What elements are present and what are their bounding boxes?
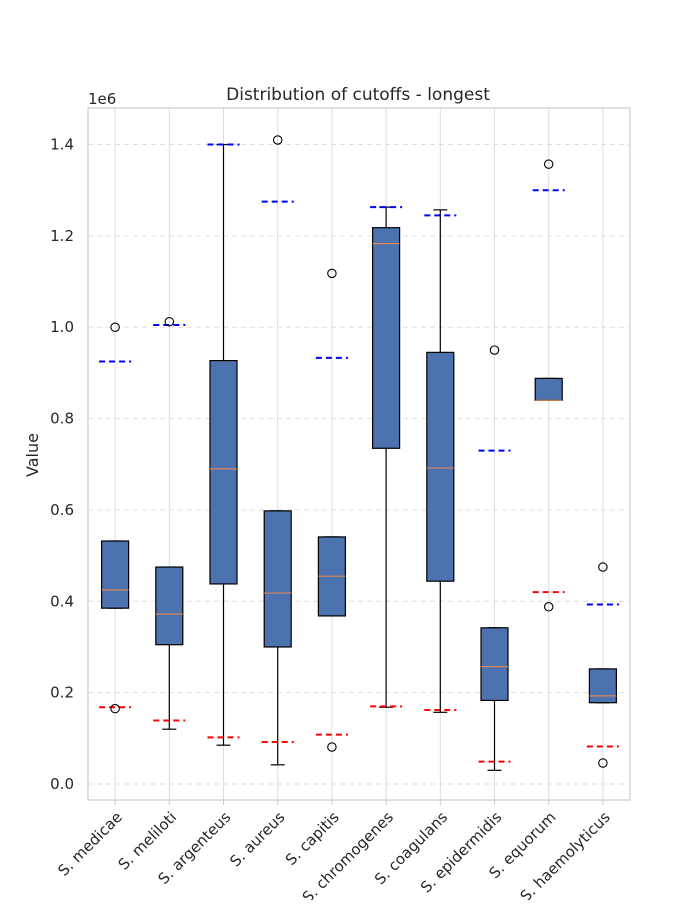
x-tick-label: S. aureus [226,808,288,870]
box-group [424,209,457,713]
outlier-point [110,703,120,714]
x-tick-label: S. medicae [54,808,126,880]
box-iqr [209,359,238,585]
y-tick-label: 0.2 [50,684,74,702]
box-iqr [426,351,455,582]
y-tick-label: 1.4 [50,136,74,154]
box-group [99,322,132,714]
box-group [207,143,240,746]
chart-title: Distribution of cutoffs - longest [226,85,490,105]
outlier-point [327,268,337,279]
box-iqr [588,668,618,704]
outlier-point [543,602,554,612]
y-tick-label: 0.0 [50,775,74,793]
outlier-point [598,758,608,768]
y-tick-label: 0.6 [50,501,74,519]
box-group [315,268,348,752]
outlier-point [598,562,608,572]
box-iqr [100,540,130,609]
box-group [586,562,619,768]
box-layer [99,135,619,771]
outlier-point [489,345,500,355]
box-iqr [534,377,563,401]
outlier-point [110,322,120,332]
y-axis-label: Value [23,433,42,477]
box-iqr [480,627,509,702]
x-tick-label: S. haemolyticus [517,808,614,900]
outlier-point [164,317,175,327]
box-group [478,345,511,771]
y-tick-label: 0.8 [50,410,74,428]
plot-frame [87,107,631,801]
box-iqr [155,566,184,646]
y-tick-label: 1.0 [50,318,74,336]
box-iqr [263,510,292,648]
box-group [153,317,186,730]
outlier-point [543,159,554,169]
plot-background [88,108,630,800]
box-group [532,159,565,612]
box-group [261,135,294,766]
outlier-point [272,135,283,145]
y-tick-label: 0.4 [50,592,74,610]
box-group [370,206,403,708]
box-iqr [372,227,401,449]
y-tick-label: 1.2 [50,227,74,245]
y-axis-offset-label: 1e6 [88,90,116,108]
outlier-point [327,742,337,752]
